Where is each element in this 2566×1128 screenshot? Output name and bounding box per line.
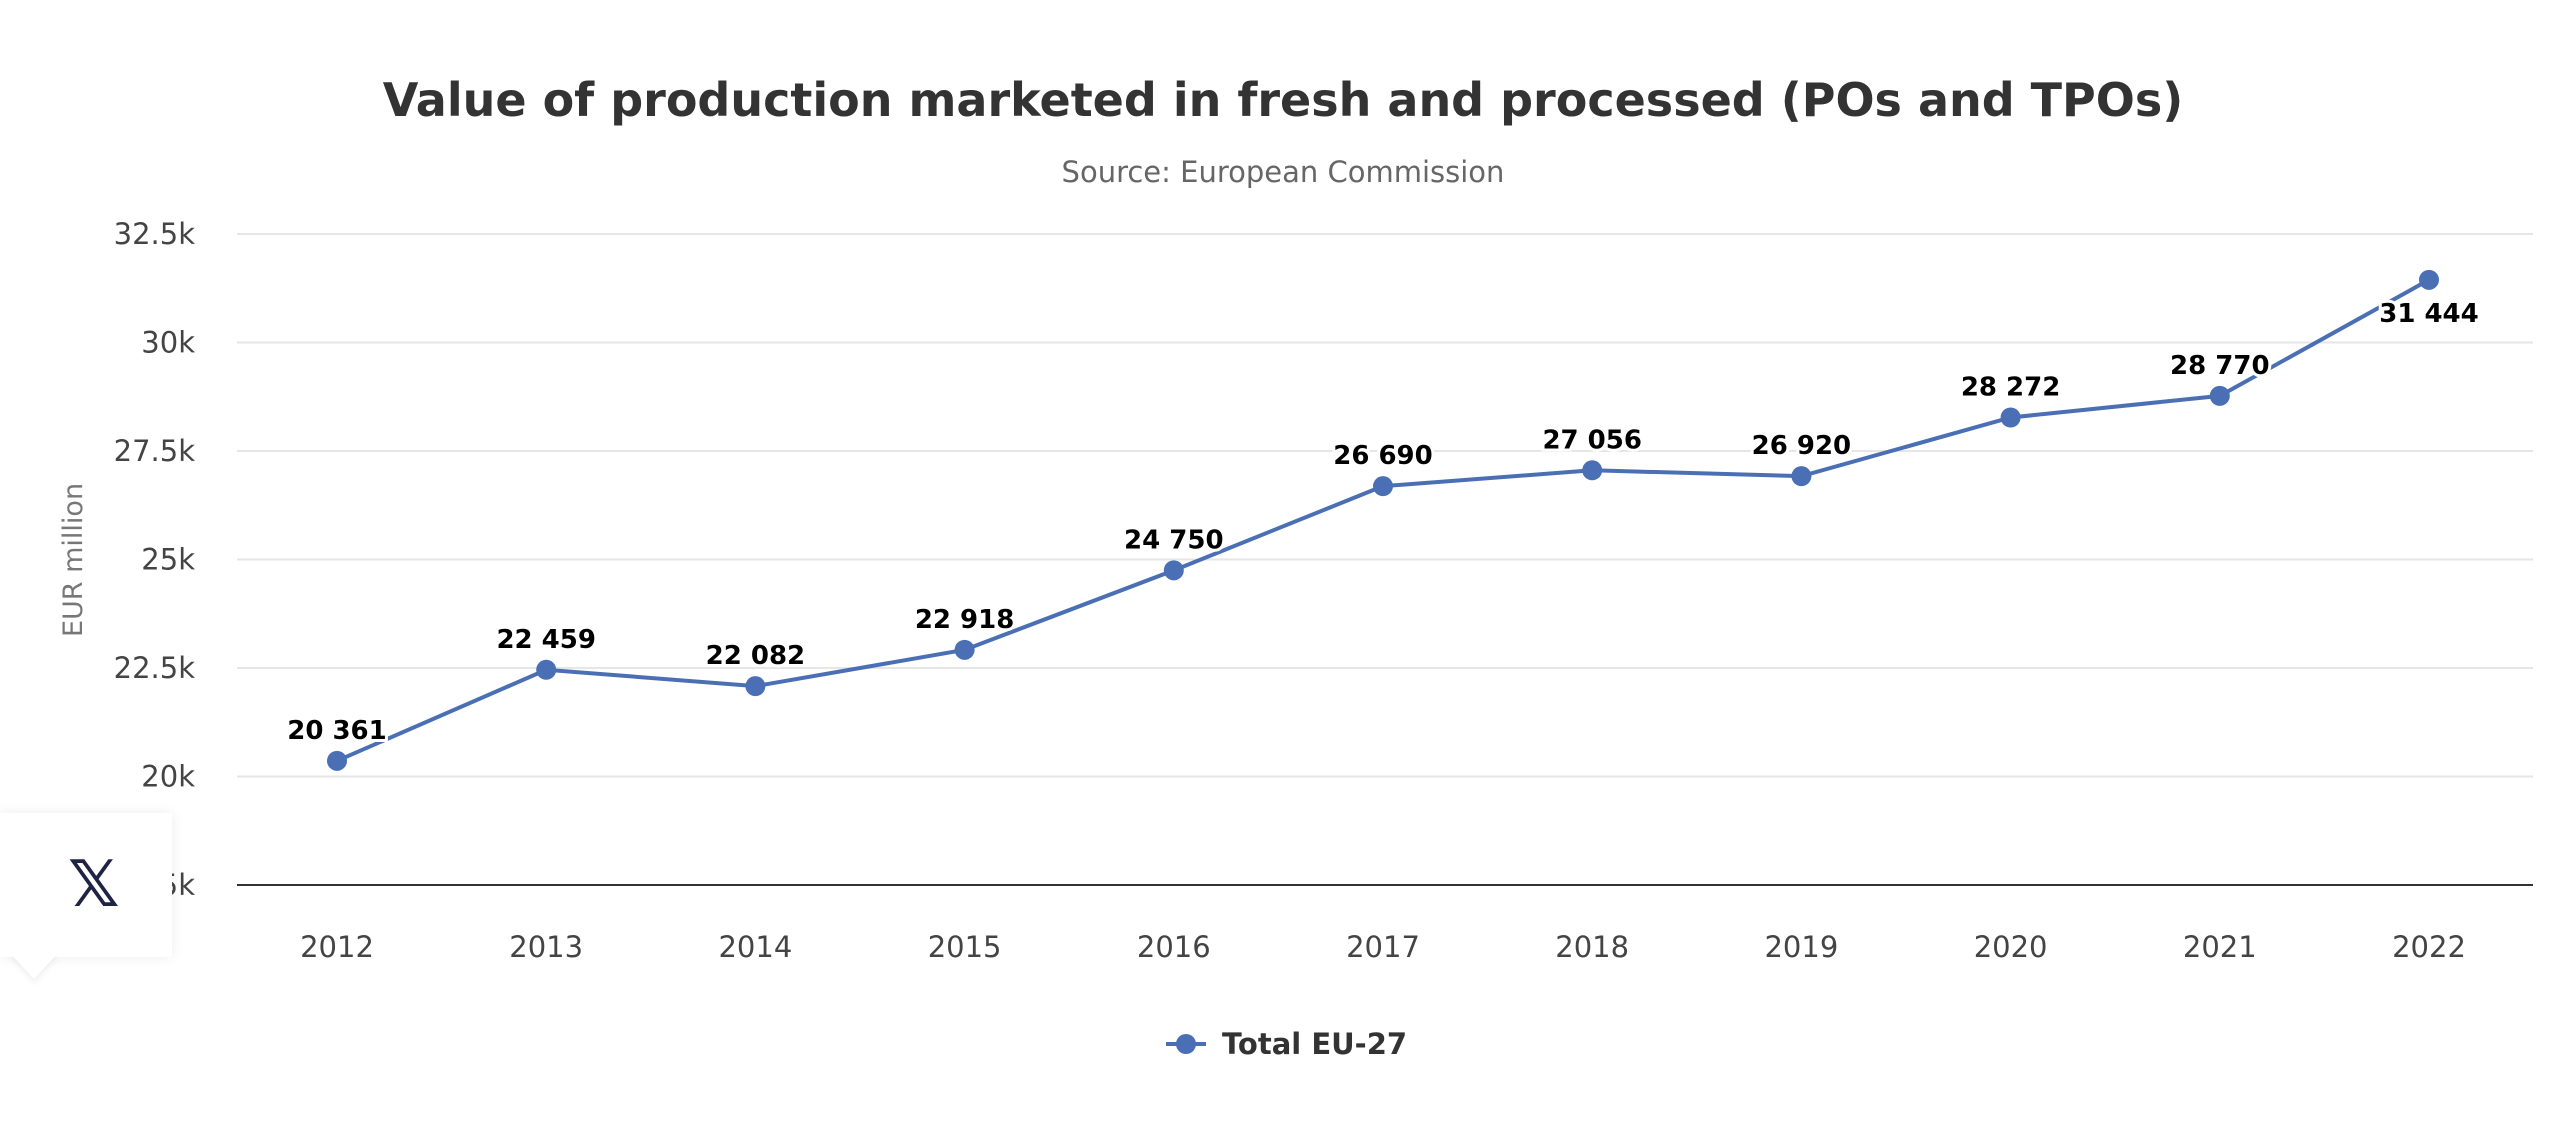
x-tick-label: 2012: [300, 930, 374, 964]
data-point: [1373, 476, 1393, 497]
x-tick-label: 2015: [928, 930, 1002, 964]
share-x-button[interactable]: 𝕏: [0, 813, 172, 979]
x-tick-label: 2020: [1974, 930, 2048, 964]
chart-subtitle: Source: European Commission: [1062, 155, 1505, 189]
y-axis-title: EUR million: [58, 483, 89, 637]
data-label: 22 082: [706, 641, 806, 671]
legend-label: Total EU-27: [1222, 1027, 1407, 1061]
y-tick-label: 20k: [141, 760, 195, 794]
data-label: 31 444: [2379, 299, 2479, 329]
x-tick-label: 2014: [718, 930, 792, 964]
data-label: 22 918: [915, 605, 1015, 635]
legend-item-total-eu-27[interactable]: Total EU-27: [1166, 1027, 1407, 1061]
chart-title: Value of production marketed in fresh an…: [383, 73, 2184, 127]
y-tick-label: 32.5k: [114, 217, 196, 251]
tooltip-tail: [10, 953, 58, 979]
data-point: [1791, 466, 1812, 487]
data-point: [745, 676, 766, 697]
x-tick-label: 2013: [509, 930, 583, 964]
x-tick-label: 2018: [1555, 930, 1629, 964]
y-tick-label: 25k: [141, 543, 195, 577]
data-label: 28 770: [2170, 351, 2270, 381]
data-label: 22 459: [496, 625, 596, 655]
data-point: [2000, 407, 2021, 428]
x-logo-icon: 𝕏: [68, 848, 120, 922]
y-tick-label: 30k: [141, 326, 195, 360]
data-label: 26 690: [1333, 441, 1433, 471]
x-tick-label: 2019: [1764, 930, 1838, 964]
data-label: 27 056: [1542, 425, 1642, 455]
data-label: 20 361: [287, 716, 387, 746]
x-tick-label: 2017: [1346, 930, 1420, 964]
data-point: [2209, 385, 2230, 406]
y-tick-label: 22.5k: [114, 651, 196, 685]
data-point: [536, 659, 557, 680]
data-label: 24 750: [1124, 525, 1224, 555]
y-tick-label: 27.5k: [114, 434, 196, 468]
data-point: [327, 750, 347, 771]
data-label: 28 272: [1961, 372, 2061, 402]
data-point: [2419, 269, 2439, 290]
x-tick-label: 2016: [1137, 930, 1211, 964]
data-point: [1582, 460, 1603, 481]
data-label: 26 920: [1752, 431, 1852, 461]
x-tick-label: 2021: [2183, 930, 2257, 964]
x-tick-label: 2022: [2392, 930, 2466, 964]
data-point: [954, 639, 975, 660]
data-point: [1163, 560, 1184, 581]
series-line: [336, 278, 2430, 763]
legend-marker: [1176, 1034, 1196, 1054]
